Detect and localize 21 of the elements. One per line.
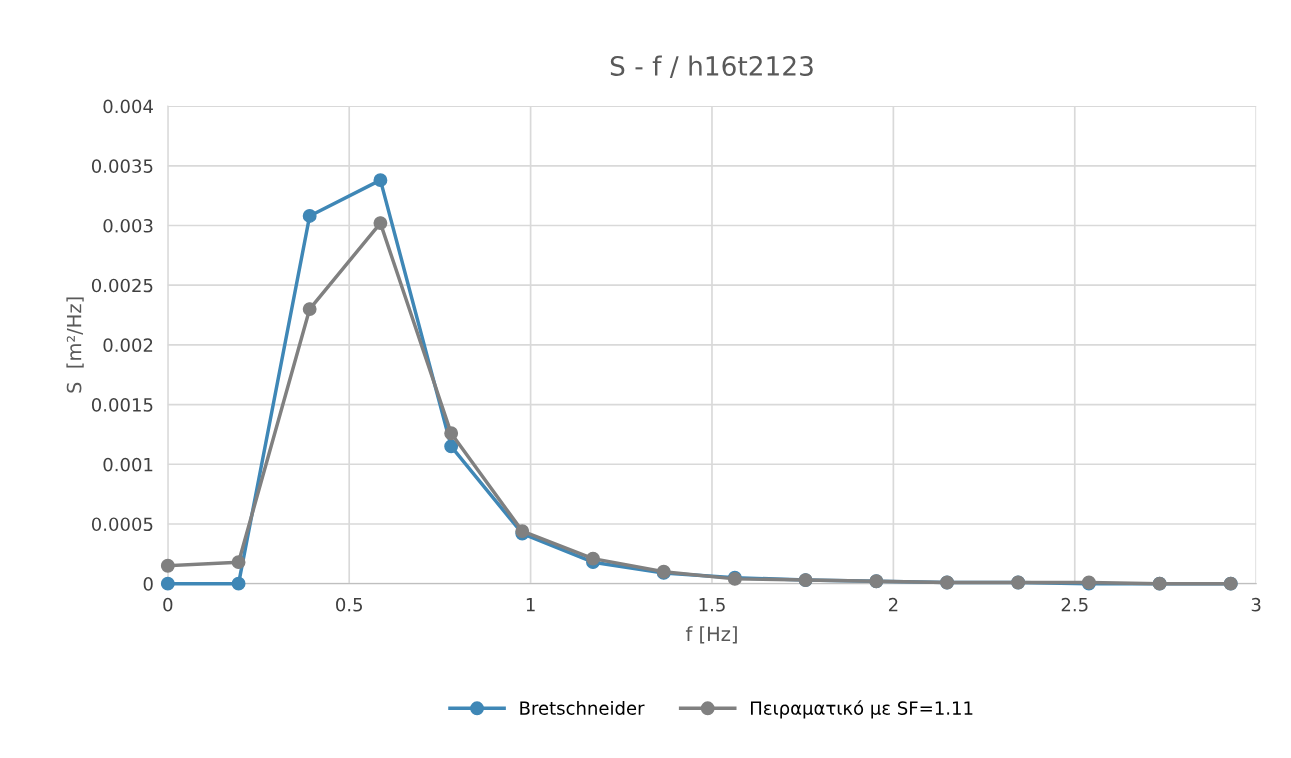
x-tick-label: 0 <box>163 597 173 612</box>
x-tick-label: 2.5 <box>1061 597 1088 612</box>
x-tick-label: 0.5 <box>336 597 362 612</box>
y-tick-label: 0.0035 <box>91 159 153 173</box>
y-tick-label: 0.0005 <box>91 517 153 532</box>
y-axis-title: S [m²/Hz] <box>66 297 84 393</box>
y-tick-label: 0.001 <box>103 457 153 472</box>
y-tick-label: 0.004 <box>103 99 153 114</box>
y-tick-label: 0.002 <box>103 338 153 353</box>
legend-label: Bretschneider <box>520 700 645 715</box>
x-tick-label: 1.5 <box>699 598 725 612</box>
x-axis-title: f [Hz] <box>685 626 737 644</box>
y-tick-label: 0 <box>143 577 153 591</box>
x-tick-label: 2 <box>888 597 898 612</box>
legend-label: Πειραματικό με SF=1.11 <box>751 700 973 719</box>
x-tick-label: 1 <box>526 598 535 612</box>
y-tick-label: 0.0015 <box>91 398 153 412</box>
chart-title: S - f / h16t2123 <box>610 55 813 79</box>
y-tick-label: 0.003 <box>103 218 153 233</box>
y-tick-label: 0.0025 <box>91 278 153 293</box>
x-tick-label: 3 <box>1251 597 1261 612</box>
